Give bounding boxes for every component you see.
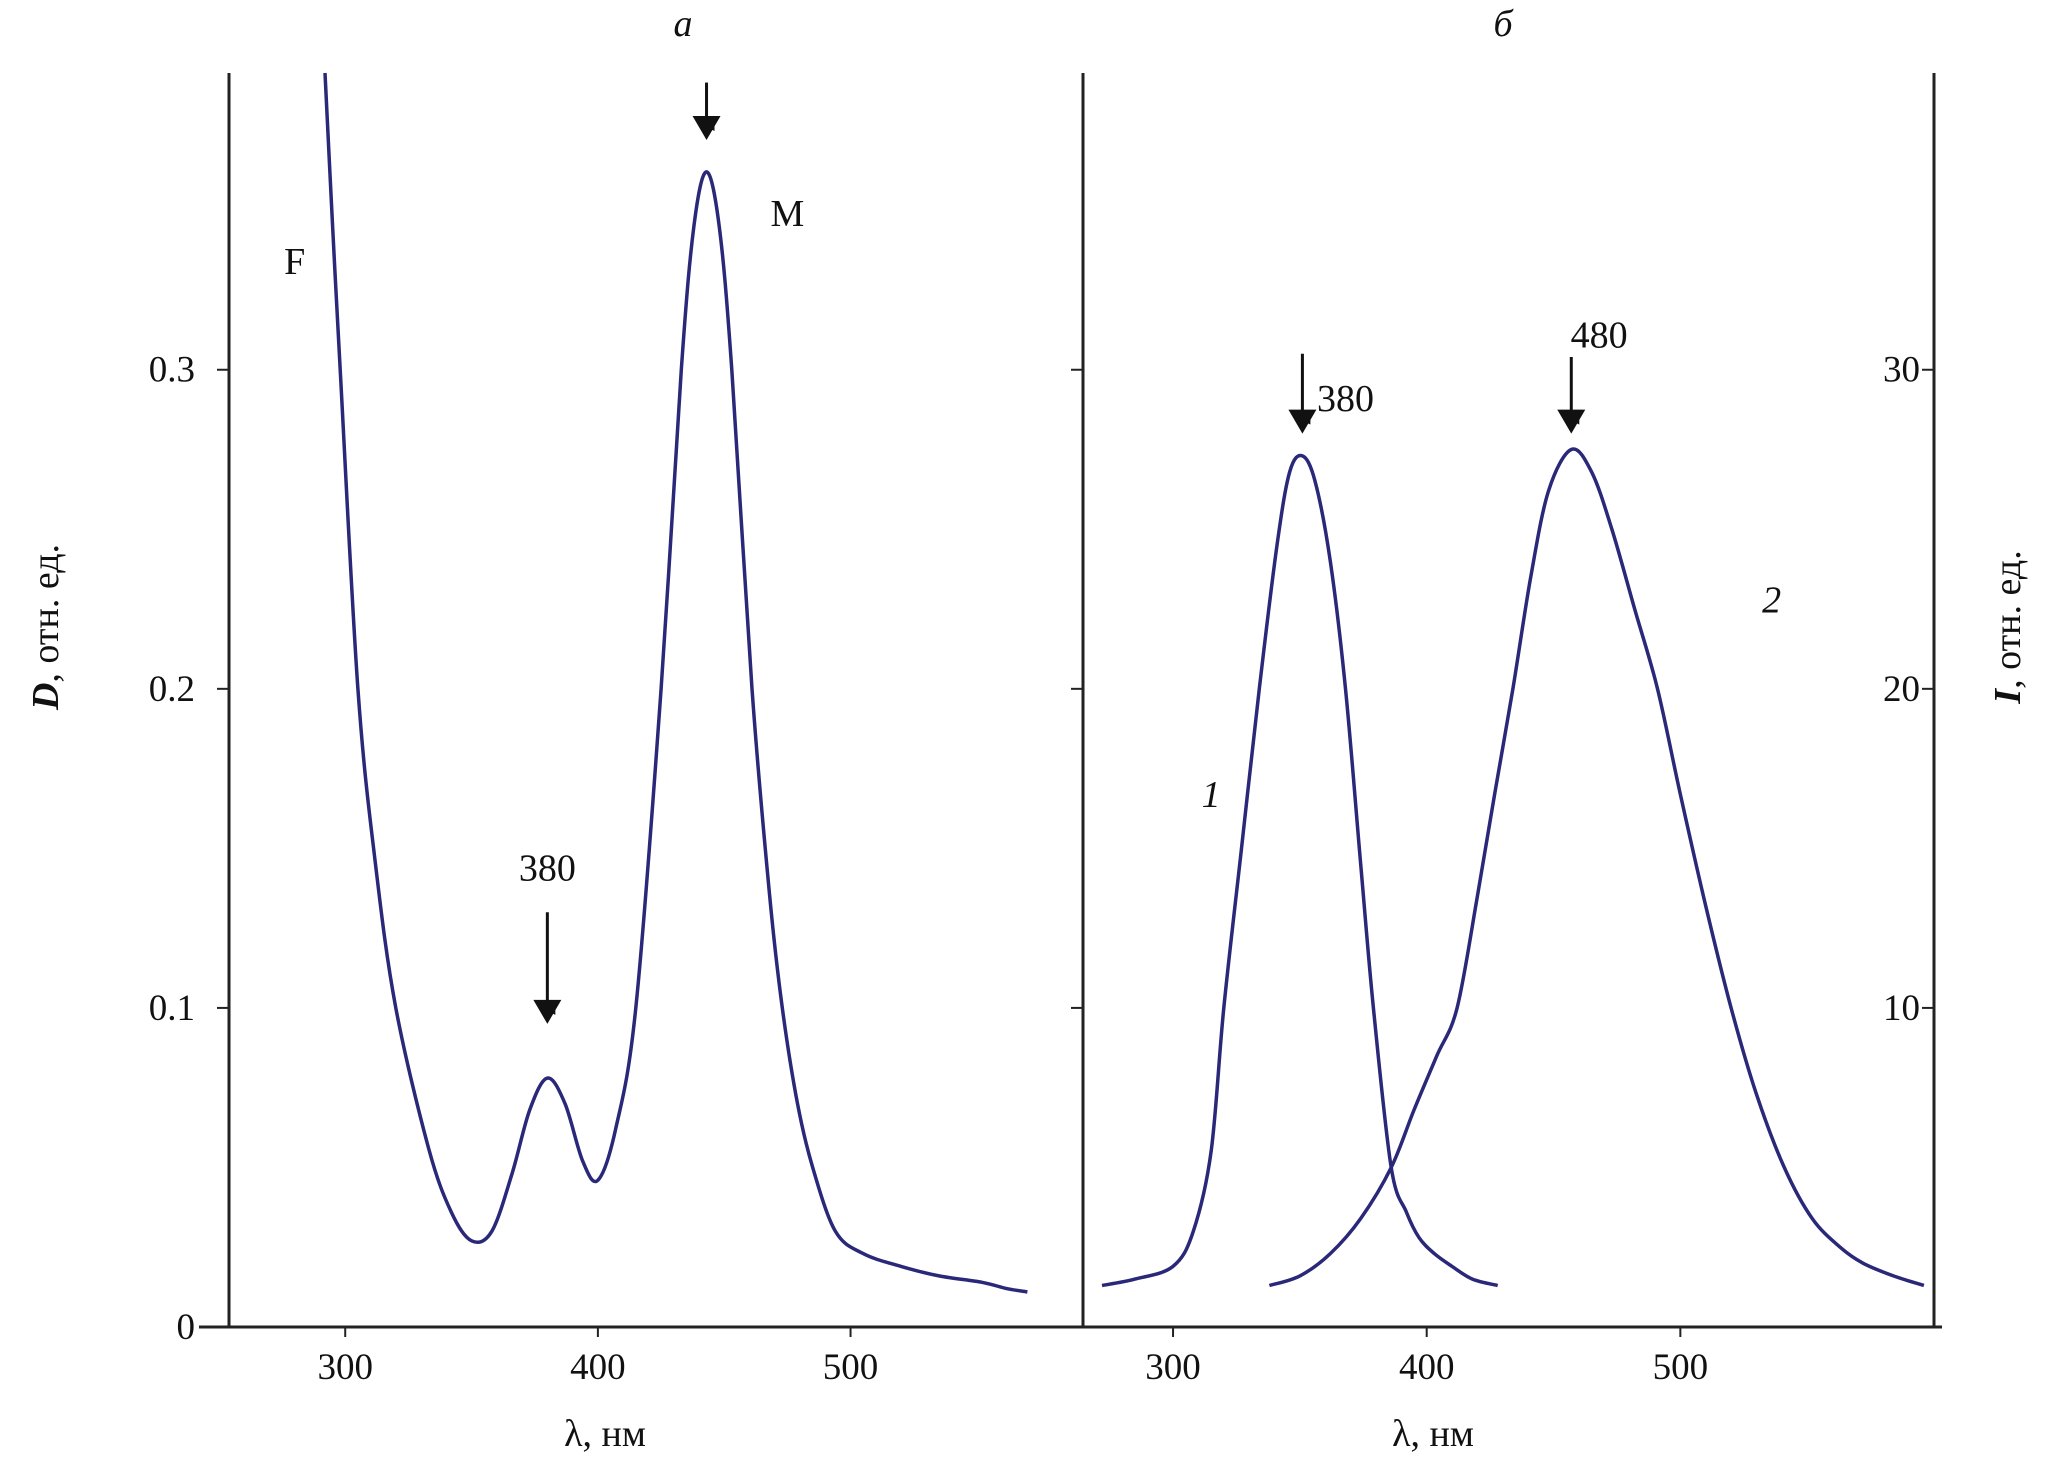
y-axis-label-b: I, отн. ед. bbox=[1987, 550, 2029, 704]
axes-layer: 300 400 500 0 0.1 0.2 0.3 300 400 500 10 20 30 bbox=[149, 73, 1942, 1388]
annotation-label: 380 bbox=[1317, 378, 1374, 420]
annotation-label: 480 bbox=[1571, 314, 1628, 356]
y-tick-label: 10 bbox=[1883, 988, 1920, 1029]
y-tick-label: 20 bbox=[1883, 669, 1920, 710]
y-axis-symbol-b: I bbox=[1987, 688, 2029, 705]
annotation-label: 1 bbox=[1202, 774, 1221, 816]
panel-label-b: б bbox=[1493, 3, 1514, 45]
x-tick-label: 400 bbox=[1399, 1347, 1455, 1388]
x-tick-label: 500 bbox=[823, 1347, 879, 1388]
x-tick-label: 500 bbox=[1653, 1347, 1709, 1388]
series-line-absorption bbox=[323, 72, 1028, 1294]
y-axis-symbol-a: D bbox=[25, 683, 67, 711]
x-tick-label: 300 bbox=[1145, 1347, 1201, 1388]
x-tick-label: 400 bbox=[570, 1347, 626, 1388]
arrow-head-icon bbox=[692, 116, 721, 141]
annotation-label: 2 bbox=[1762, 579, 1781, 621]
x-axis-label-b: λ, нм bbox=[1392, 1413, 1474, 1455]
y-tick-label: 0.1 bbox=[149, 988, 195, 1029]
marks-layer: F M 380 1 2 380 480 bbox=[284, 72, 1925, 1294]
y-axis-unit-a: , отн. ед. bbox=[25, 544, 67, 683]
y-tick-label: 0.3 bbox=[149, 350, 195, 391]
series-line-1 bbox=[1101, 453, 1499, 1288]
y-tick-label: 0 bbox=[177, 1307, 196, 1348]
annotation-label: F bbox=[284, 241, 305, 283]
series-line-2 bbox=[1268, 447, 1925, 1288]
y-tick-label: 30 bbox=[1883, 350, 1920, 391]
arrow-head-icon bbox=[1557, 409, 1586, 434]
x-tick-label: 300 bbox=[317, 1347, 373, 1388]
arrow-head-icon bbox=[1288, 409, 1317, 434]
y-axis-unit-b: , отн. ед. bbox=[1987, 550, 2029, 689]
panel-label-a: а bbox=[674, 3, 693, 45]
y-tick-label: 0.2 bbox=[149, 669, 195, 710]
arrow-head-icon bbox=[533, 999, 562, 1024]
annotation-label: 380 bbox=[519, 847, 576, 889]
x-axis-label-a: λ, нм bbox=[564, 1413, 646, 1455]
y-axis-label-a: D, отн. ед. bbox=[25, 544, 67, 711]
annotation-label: M bbox=[770, 193, 804, 235]
